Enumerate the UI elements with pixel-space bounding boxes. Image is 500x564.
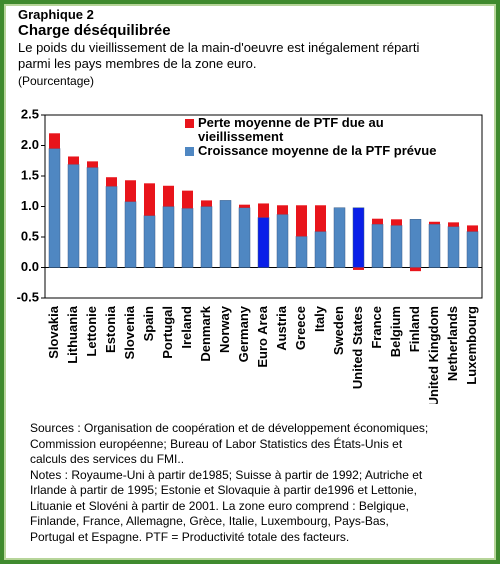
bar (163, 185, 174, 207)
footnote-line: Irlande à partir de 1995; Estonie et Slo… (30, 483, 417, 497)
legend-item: Croissance moyenne de la PTF prévue (185, 144, 460, 158)
chart-label: Graphique 2 (18, 7, 94, 22)
bar (143, 215, 156, 268)
x-tick-label: United States (350, 306, 365, 389)
footnote-line: Commission européenne; Bureau of Labor S… (30, 436, 403, 451)
bar (314, 231, 327, 268)
footnote-line: Lituanie et Slovéni à partir de 2001. La… (30, 498, 409, 513)
unit-label: (Pourcentage) (18, 74, 95, 88)
x-tick-label: Greece (293, 306, 308, 350)
bar (125, 180, 136, 202)
bar (410, 267, 421, 272)
bar (49, 133, 60, 149)
x-tick-label: Germany (236, 305, 251, 362)
bar (333, 207, 346, 268)
bar (200, 206, 213, 268)
x-tick-label: Ireland (179, 306, 194, 349)
x-tick-label: Netherlands (445, 306, 460, 381)
bar (239, 204, 250, 208)
x-tick-label: Luxembourg (464, 306, 479, 385)
y-tick-label: 2.0 (21, 137, 39, 152)
bar (48, 148, 61, 268)
x-tick-label: Lithuania (65, 305, 80, 364)
y-tick-label: 1.5 (21, 167, 39, 182)
x-tick-label: Austria (274, 305, 289, 351)
legend-swatch (185, 119, 194, 128)
bar (105, 186, 118, 268)
subtitle: Le poids du vieillissement de la main-d'… (18, 40, 420, 55)
x-tick-label: Finland (407, 306, 422, 352)
x-tick-label: Italy (312, 305, 327, 332)
bar (276, 214, 289, 268)
bar (162, 206, 175, 268)
x-tick-label: Norway (217, 305, 232, 353)
footnote-line: calculs des services du FMI.. (30, 452, 185, 466)
bar (390, 225, 403, 268)
y-tick-label: 0.0 (21, 259, 39, 274)
bar (466, 231, 479, 268)
bar (352, 207, 365, 268)
legend-label: Croissance moyenne de la PTF prévue (198, 143, 437, 158)
x-tick-label: Denmark (198, 305, 213, 361)
chart: 2.5 2.0 1.5 1.0 0.5 0.0 -0.5 Slovakia Lithuania L… (17, 106, 483, 404)
bar (315, 205, 326, 232)
bar (106, 177, 117, 187)
bar (219, 200, 232, 268)
y-tick-label: 0.5 (21, 228, 39, 243)
bar (258, 203, 269, 218)
bar (124, 201, 137, 268)
x-tick-label: Portugal (160, 306, 175, 359)
legend-swatch (185, 147, 194, 156)
bar (391, 219, 402, 226)
bar (277, 205, 288, 215)
x-tick-label: Belgium (388, 306, 403, 357)
bar (409, 219, 422, 268)
bar (353, 267, 364, 270)
x-tick-label: Sweden (331, 306, 346, 355)
bar (448, 222, 459, 227)
x-tick-label: Lettonie (84, 306, 99, 357)
x-tick-label: Euro Area (255, 305, 270, 367)
bar (428, 223, 441, 268)
subtitle: parmi les pays membres de la zone euro. (18, 56, 257, 71)
y-tick-label: 2.5 (21, 106, 39, 121)
footnote-line: Finlande, France, Allemagne, Grèce, Ital… (30, 514, 389, 528)
bar (182, 190, 193, 209)
bar (371, 223, 384, 268)
bar (67, 164, 80, 268)
bar (429, 221, 440, 225)
legend: Perte moyenne de PTF due au vieillisseme… (185, 116, 460, 158)
bar (295, 236, 308, 268)
bar (201, 200, 212, 207)
bar (86, 167, 99, 268)
x-tick-label: Spain (141, 306, 156, 341)
footnote-line: Sources : Organisation de coopération et… (30, 421, 429, 435)
x-tick-label: Slovakia (46, 305, 61, 359)
footnote-line: Portugal et Espagne. PTF = Productivité … (30, 529, 350, 544)
bar (87, 161, 98, 168)
bar (257, 217, 270, 268)
x-tick-label: Slovenia (122, 305, 137, 359)
bar (296, 205, 307, 237)
bar (467, 225, 478, 232)
y-tick-label: 1.0 (21, 198, 39, 213)
x-tick-label: United Kingdom (426, 306, 441, 404)
x-tick-label: France (369, 306, 384, 349)
bar (144, 183, 155, 216)
bar (447, 226, 460, 268)
footnote-line: Notes : Royaume-Uni à partir de1985; Sui… (30, 467, 423, 482)
legend-item: Perte moyenne de PTF due au vieillisseme… (185, 116, 460, 144)
bar (372, 218, 383, 225)
y-tick-label: -0.5 (17, 289, 39, 304)
bar (181, 208, 194, 268)
chart-title: Charge déséquilibrée (18, 22, 171, 39)
bar (238, 207, 251, 268)
legend-label: Perte moyenne de PTF due au vieillisseme… (198, 115, 384, 144)
bar (68, 156, 79, 165)
x-tick-label: Estonia (103, 305, 118, 353)
